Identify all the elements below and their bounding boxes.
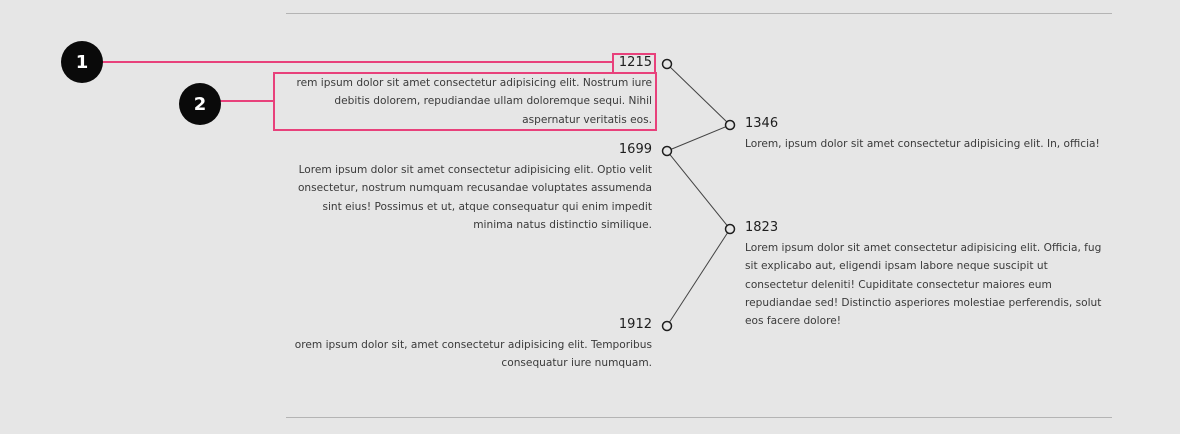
description-line: eos facere dolore! [745,315,841,328]
highlight-box-year [612,53,656,74]
year-label: 1346 [745,116,779,131]
description-line: consectetur deleniti! Cupiditate consect… [745,278,1052,291]
description-line: Lorem ipsum dolor sit amet consectetur a… [745,242,1102,254]
year-label: 1215 [618,55,652,70]
description-line: sint eius! Possimus et ut, atque consequ… [322,200,652,213]
description-line: onsectetur, nostrum numquam recusandae v… [297,182,652,195]
description-line: orem ipsum dolor sit, amet consectetur a… [294,339,652,351]
timeline-node-1346[interactable] [724,119,736,131]
highlight-box-description [273,72,657,131]
event-description: Lorem ipsum dolor sit amet consectetur a… [745,239,1101,330]
timeline-left-column: 1215 rem ipsum dolor sit amet consectetu… [286,0,656,434]
description-line: repudiandae sed! Distinctio asperiores m… [745,296,1102,309]
description-line: Lorem, ipsum dolor sit amet consectetur … [745,138,1100,150]
top-divider [286,13,1112,14]
callout-marker-1: 1 [61,41,103,83]
description-line: consequatur iure numquam. [501,357,652,370]
timeline-path [666,63,731,327]
callout-line-1 [100,61,613,63]
timeline-node-1823[interactable] [724,223,736,235]
description-line: minima natus distinctio similique. [473,218,652,231]
year-label: 1699 [618,142,652,157]
callout-marker-2: 2 [179,83,221,125]
description-line: sit explicabo aut, eligendi ipsam labore… [745,260,1048,273]
year-label: 1823 [745,220,779,235]
timeline-node-1912[interactable] [661,320,673,332]
bottom-divider [286,417,1112,418]
event-description: Lorem ipsum dolor sit amet consectetur a… [298,161,652,234]
timeline-node-1699[interactable] [661,145,673,157]
description-line: rem ipsum dolor sit amet consectetur adi… [296,77,652,89]
event-description: rem ipsum dolor sit amet consectetur adi… [296,74,652,129]
description-line: aspernatur veritatis eos. [522,113,652,126]
timeline-right-column: 1346 Lorem, ipsum dolor sit amet consect… [740,0,1112,434]
year-label: 1912 [618,317,652,332]
timeline-node-1215[interactable] [661,58,673,70]
description-line: debitis dolorem, repudiandae ullam dolor… [334,95,652,108]
event-description: Lorem, ipsum dolor sit amet consectetur … [745,135,1100,153]
description-line: Lorem ipsum dolor sit amet consectetur a… [298,164,652,176]
event-description: orem ipsum dolor sit, amet consectetur a… [295,336,652,373]
callout-line-2 [218,100,274,102]
